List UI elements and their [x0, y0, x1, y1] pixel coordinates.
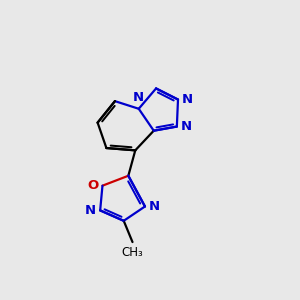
- Text: N: N: [85, 204, 96, 217]
- Text: N: N: [149, 200, 160, 213]
- Text: N: N: [182, 93, 193, 106]
- Text: N: N: [133, 91, 144, 104]
- Text: N: N: [181, 120, 192, 133]
- Text: CH₃: CH₃: [122, 246, 143, 259]
- Text: O: O: [87, 179, 98, 192]
